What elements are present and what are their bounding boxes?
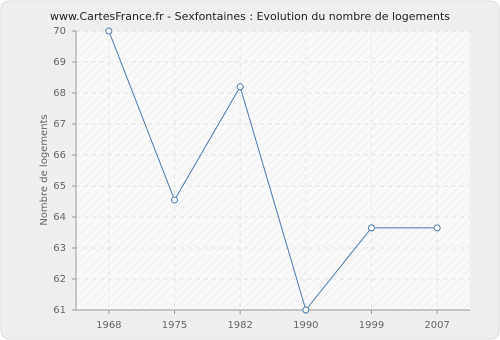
x-tick-label: 2007	[424, 320, 449, 331]
y-tick-label: 70	[53, 26, 66, 37]
data-point	[433, 224, 441, 232]
x-tick-label: 1968	[96, 320, 121, 331]
x-tick-label: 1999	[359, 320, 384, 331]
data-line	[108, 30, 438, 312]
y-tick-label: 66	[53, 150, 66, 161]
data-point	[105, 27, 113, 35]
y-tick-label: 67	[53, 119, 66, 130]
y-tick-label: 65	[53, 181, 66, 192]
x-tick-label: 1982	[227, 320, 252, 331]
data-point	[368, 224, 375, 232]
data-point	[236, 83, 244, 91]
y-tick-label: 64	[53, 212, 66, 223]
y-axis-label: Nombre de logements	[39, 114, 50, 225]
data-point	[302, 306, 310, 314]
data-point	[171, 196, 178, 204]
y-tick-label: 63	[53, 243, 66, 254]
chart-title: www.CartesFrance.fr - Sexfontaines : Evo…	[50, 10, 450, 23]
plot-area	[76, 31, 470, 310]
y-tick-label: 68	[53, 88, 66, 99]
x-tick-label: 1975	[162, 320, 187, 331]
x-tick-label: 1990	[293, 320, 318, 331]
y-tick-label: 61	[53, 305, 66, 316]
y-tick-label: 62	[53, 274, 66, 285]
y-tick-label: 69	[53, 57, 66, 68]
